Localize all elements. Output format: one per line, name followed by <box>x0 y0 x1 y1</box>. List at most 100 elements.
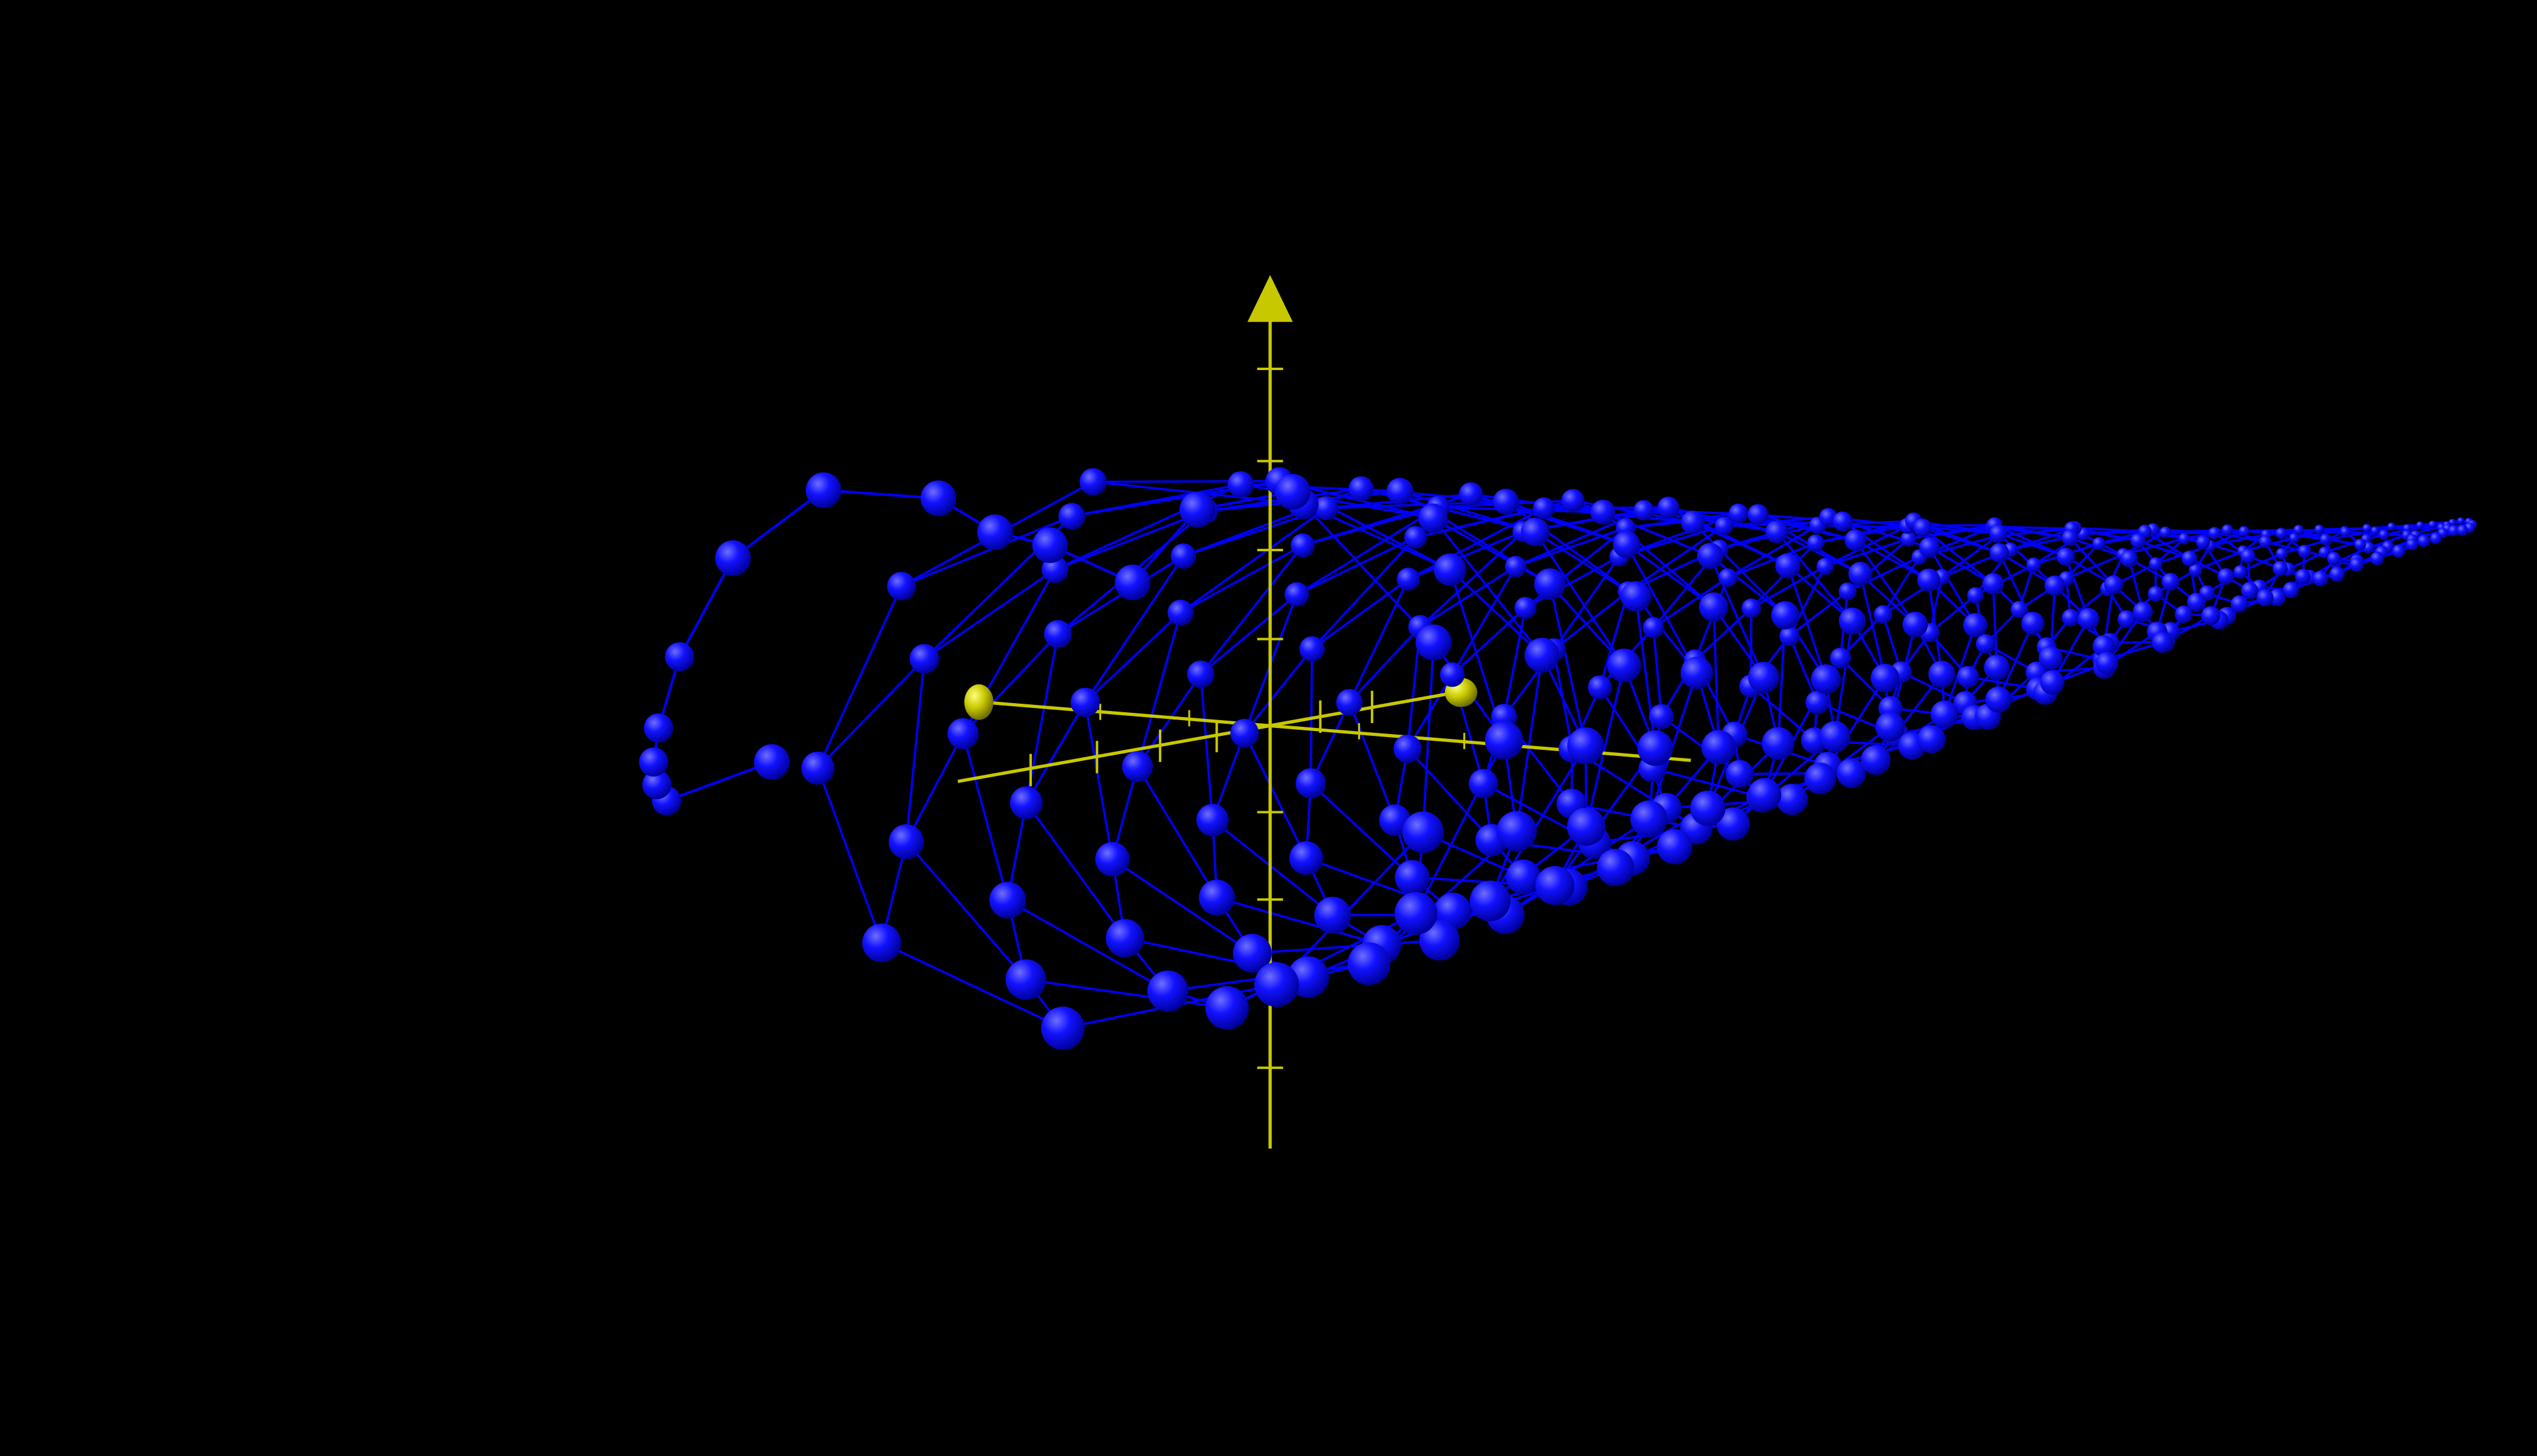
mesh-ring <box>1083 487 1626 955</box>
mesh-node <box>909 644 939 674</box>
mesh-node <box>1044 620 1072 648</box>
mesh-node <box>2457 517 2465 524</box>
mesh-node <box>1079 468 1107 496</box>
mesh-node <box>2268 589 2286 606</box>
mesh-node <box>1807 534 1825 552</box>
mesh-node <box>1597 848 1635 887</box>
mesh-node <box>1989 543 2010 563</box>
mesh-node <box>1657 496 1680 518</box>
mesh-node <box>1419 920 1460 961</box>
mesh-node <box>1748 778 1782 812</box>
mesh-node <box>2417 535 2430 548</box>
mesh-node <box>1567 727 1604 764</box>
mesh-node <box>1701 730 1736 764</box>
mesh-node <box>1607 648 1641 682</box>
mesh-node <box>2092 634 2115 658</box>
mesh-node <box>1561 489 1585 512</box>
mesh-node <box>1870 664 1900 693</box>
mesh-ring <box>1450 509 1854 844</box>
mesh-node <box>1395 860 1430 895</box>
mesh-node <box>1433 553 1466 586</box>
mesh-node <box>1275 474 1311 510</box>
mesh-node <box>2026 557 2041 572</box>
mesh-node <box>1396 568 1420 591</box>
mesh-node <box>1983 654 2010 681</box>
mesh-node <box>1520 517 1550 546</box>
mesh-node <box>2222 524 2233 536</box>
mesh-node <box>1505 555 1526 577</box>
mesh-node <box>1875 712 1905 742</box>
mesh-node <box>2295 569 2311 585</box>
mesh-node <box>1919 537 1940 558</box>
mesh-node <box>1590 500 1616 525</box>
mesh-node <box>1485 721 1523 760</box>
mesh-node <box>2201 606 2220 625</box>
mesh-node <box>1458 482 1483 507</box>
mesh-node <box>2149 557 2163 571</box>
mesh-node <box>1227 471 1254 498</box>
mesh-node <box>1196 803 1229 837</box>
mesh-node <box>1524 637 1560 673</box>
mesh-node <box>1917 568 1940 592</box>
mesh-node <box>1643 617 1664 638</box>
mesh-node <box>1848 561 1873 586</box>
mesh-node <box>2217 568 2234 585</box>
mesh-node <box>1404 526 1427 549</box>
mesh-ring <box>1552 512 1917 809</box>
mesh-node <box>1058 503 1085 530</box>
mesh-node <box>1534 568 1566 600</box>
mesh-node <box>2370 551 2384 566</box>
mesh-node <box>2272 560 2288 577</box>
mesh-hook <box>652 489 1293 803</box>
mesh-node <box>1838 582 1857 600</box>
mesh-node <box>1290 533 1315 558</box>
mesh-node <box>2061 529 2078 546</box>
mesh-node <box>1114 565 1151 600</box>
mesh-node <box>2120 550 2138 568</box>
mesh-node <box>1469 881 1511 922</box>
mesh-node <box>2406 538 2419 551</box>
mesh-strand <box>1302 503 2469 916</box>
mesh-node <box>1982 572 2004 595</box>
mesh-node <box>2021 611 2045 635</box>
mesh-node <box>1434 893 1472 930</box>
mesh-node <box>2095 651 2118 675</box>
mesh-node <box>1032 527 1068 563</box>
mesh-node <box>2354 538 2366 551</box>
mesh-ring <box>2065 528 2228 644</box>
mesh-node <box>2318 546 2330 558</box>
mesh-node <box>2056 548 2075 566</box>
mesh-node <box>1861 744 1891 775</box>
mesh-node <box>1070 687 1100 717</box>
mesh-node <box>2187 592 2206 612</box>
mesh-node <box>2159 526 2171 538</box>
mesh-node <box>2282 582 2299 598</box>
mesh-node <box>1299 636 1325 662</box>
mesh-node <box>2161 572 2180 591</box>
mesh-node <box>2189 563 2202 577</box>
mesh-node <box>1205 986 1249 1030</box>
mesh-ring <box>2323 527 2389 566</box>
mesh-node <box>1819 721 1851 752</box>
mesh-node <box>1844 529 1867 551</box>
mesh-node <box>1147 970 1189 1012</box>
mesh-node <box>1232 933 1272 973</box>
mesh-node <box>1415 624 1452 661</box>
mesh-node <box>1394 891 1438 935</box>
mesh-node <box>1836 758 1866 788</box>
mesh-node <box>1765 520 1788 543</box>
mesh-node <box>642 770 671 800</box>
axis-horizontal-end-icon <box>964 684 994 720</box>
mesh-node <box>2329 566 2345 582</box>
mesh-node <box>2044 575 2065 596</box>
mesh-node <box>1630 800 1667 837</box>
mesh-node <box>2457 524 2468 536</box>
mesh-node <box>1254 962 1299 1007</box>
mesh-node <box>2448 525 2459 537</box>
mesh-node <box>2312 571 2329 586</box>
mesh-node <box>1170 543 1196 569</box>
mesh-node <box>2392 544 2405 558</box>
mesh-node <box>1496 811 1537 851</box>
